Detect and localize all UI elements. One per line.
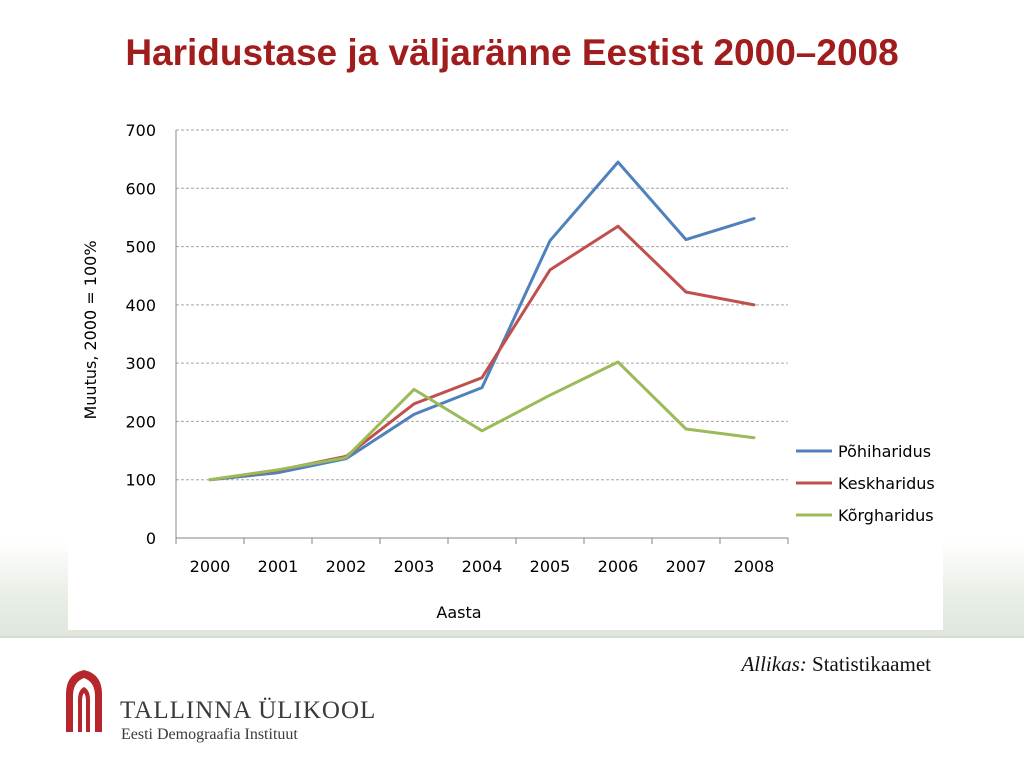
arch-emblem-icon: [66, 670, 102, 732]
y-tick-label: 300: [125, 354, 156, 373]
y-axis-label: Muutus, 2000 = 100%: [81, 240, 100, 419]
legend-label: Põhiharidus: [838, 442, 931, 461]
x-tick-label: 2001: [258, 557, 299, 576]
y-tick-label: 600: [125, 179, 156, 198]
x-tick-label: 2006: [598, 557, 639, 576]
x-tick-label: 2003: [394, 557, 435, 576]
source-label: Allikas:: [741, 652, 807, 676]
source-value: Statistikaamet: [812, 652, 931, 676]
x-tick-label: 2007: [666, 557, 707, 576]
series-line-1: [208, 160, 756, 482]
x-tick-label: 2005: [530, 557, 571, 576]
source-note: Allikas: Statistikaamet: [741, 652, 931, 677]
y-tick-label: 200: [125, 412, 156, 431]
university-logo: [66, 670, 102, 732]
slide-title: Haridustase ja väljaränne Eestist 2000–2…: [125, 32, 899, 73]
x-tick-label: 2008: [734, 557, 775, 576]
y-tick-label: 500: [125, 238, 156, 257]
line-chart: 0 100 200 300 400 500 600 700 2000 2001 2002 2003 20…: [81, 121, 935, 622]
y-tick-label: 700: [125, 121, 156, 140]
y-tick-label: 0: [146, 529, 156, 548]
series-line-2: [208, 224, 756, 482]
x-axis-label: Aasta: [436, 603, 481, 622]
legend-label: Keskharidus: [838, 474, 935, 493]
x-tick-label: 2004: [462, 557, 503, 576]
x-tick-label: 2000: [190, 557, 231, 576]
y-tick-label: 100: [125, 471, 156, 490]
background-divider: [0, 636, 1024, 638]
institute-name: Eesti Demograafia Instituut: [121, 726, 298, 743]
series-line-3: [208, 360, 756, 482]
y-tick-label: 400: [125, 296, 156, 315]
university-name: TALLINNA ÜLIKOOL: [120, 697, 377, 724]
chart-panel: 0 100 200 300 400 500 600 700 2000 2001 2002 2003 20…: [68, 110, 943, 630]
x-tick-label: 2002: [326, 557, 367, 576]
legend-label: Kõrgharidus: [838, 506, 934, 525]
